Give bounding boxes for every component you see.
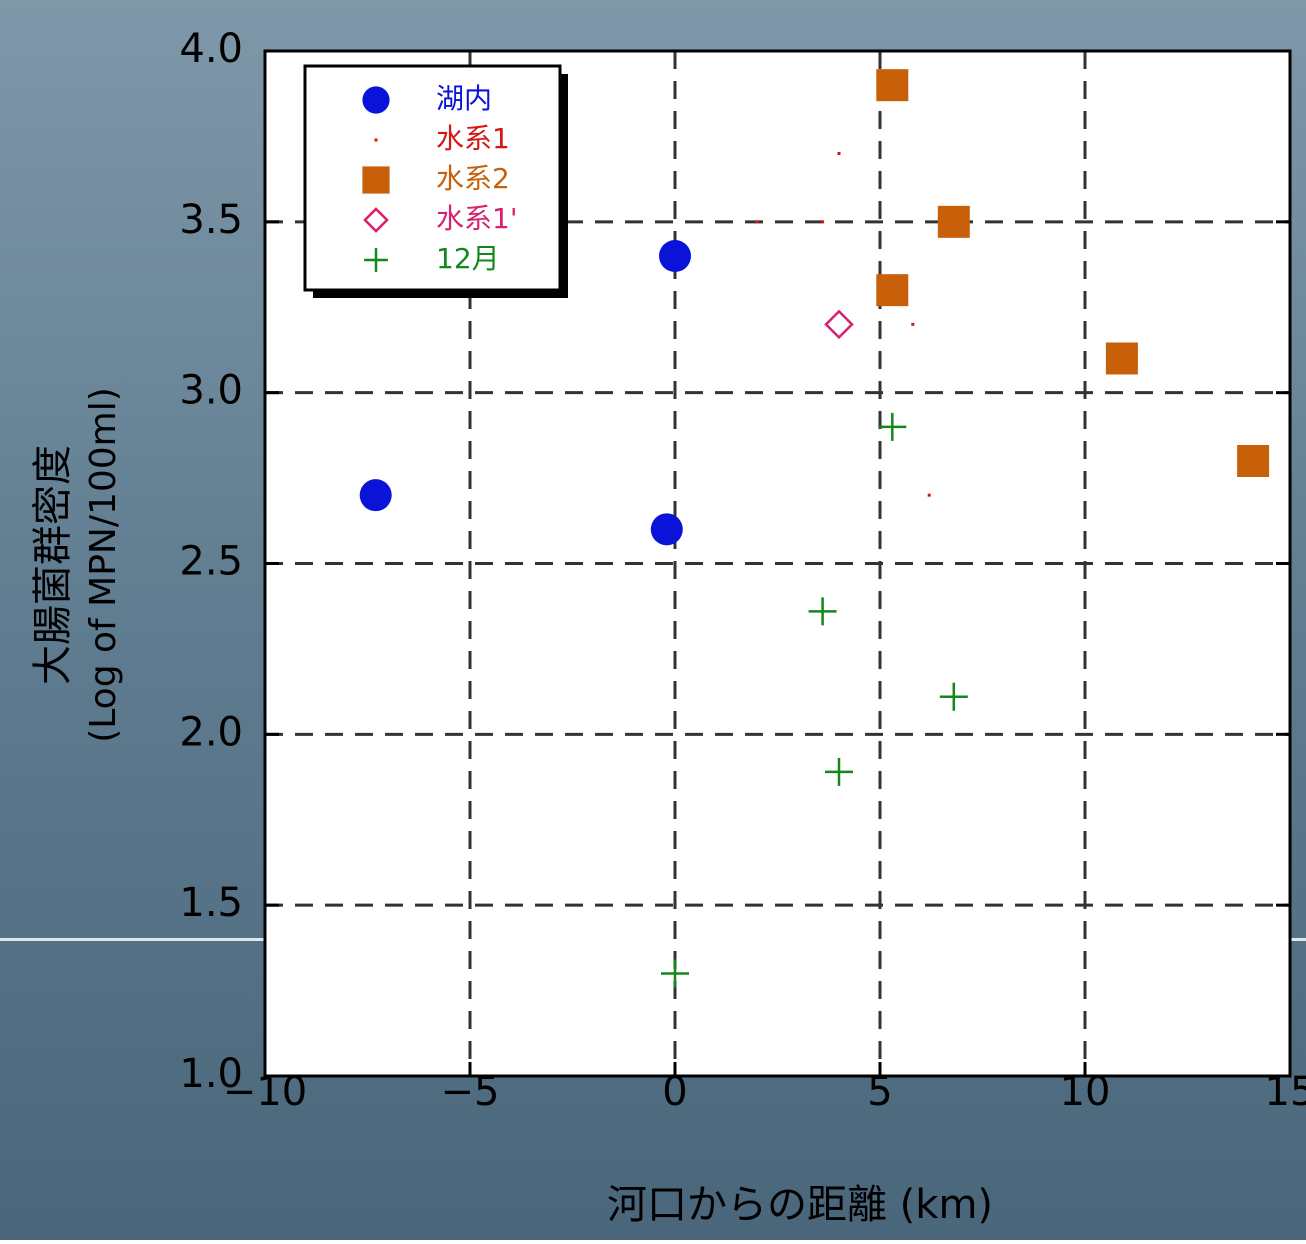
- point: [374, 138, 378, 142]
- point: [878, 412, 907, 441]
- legend-label: 水系1': [436, 202, 518, 235]
- x-tick-label: 10: [1060, 1069, 1111, 1115]
- y-tick-label: 3.5: [179, 197, 243, 243]
- x-tick-label: 15: [1265, 1069, 1306, 1115]
- y-tick-label: 3.0: [179, 368, 243, 414]
- y-tick-label: 1.0: [179, 1051, 243, 1097]
- point: [359, 479, 392, 512]
- point: [1105, 342, 1138, 375]
- plot-frame: [263, 49, 1292, 1078]
- y-tick-label: 4.0: [179, 26, 243, 72]
- point: [661, 959, 689, 988]
- x-tick-label: 0: [662, 1069, 687, 1115]
- y-axis-label: (Log of MPN/100ml): [83, 387, 124, 743]
- legend-box: [303, 64, 562, 292]
- y-tick-label: 2.5: [179, 539, 243, 585]
- legend-label: 水系2: [436, 162, 510, 195]
- point: [808, 597, 837, 626]
- point: [821, 220, 825, 224]
- x-axis-label: 河口からの距離 (km): [607, 1182, 993, 1228]
- point: [362, 166, 390, 194]
- point: [1237, 445, 1270, 477]
- x-tick-label: 5: [867, 1069, 892, 1115]
- y-axis-label: 大腸菌群密度: [30, 445, 76, 685]
- point: [659, 240, 691, 272]
- point: [911, 322, 915, 326]
- point: [937, 205, 970, 238]
- point: [927, 493, 931, 497]
- x-tick-label: −10: [223, 1069, 307, 1115]
- point: [650, 513, 683, 546]
- x-tick-label: −5: [441, 1069, 500, 1115]
- point: [755, 220, 759, 224]
- point: [825, 757, 853, 786]
- point: [837, 152, 841, 155]
- point: [362, 86, 390, 114]
- legend-label: 水系1: [436, 122, 510, 155]
- point: [363, 207, 389, 233]
- legend-label: 12月: [436, 242, 500, 275]
- point: [824, 309, 854, 340]
- point: [876, 69, 909, 102]
- marks: [359, 69, 1270, 988]
- grid: [263, 49, 1292, 1078]
- y-tick-label: 1.5: [179, 880, 243, 926]
- point: [939, 682, 968, 711]
- y-tick-label: 2.0: [179, 709, 243, 755]
- point: [876, 274, 909, 307]
- legend-label: 湖内: [436, 82, 492, 115]
- point: [364, 248, 388, 272]
